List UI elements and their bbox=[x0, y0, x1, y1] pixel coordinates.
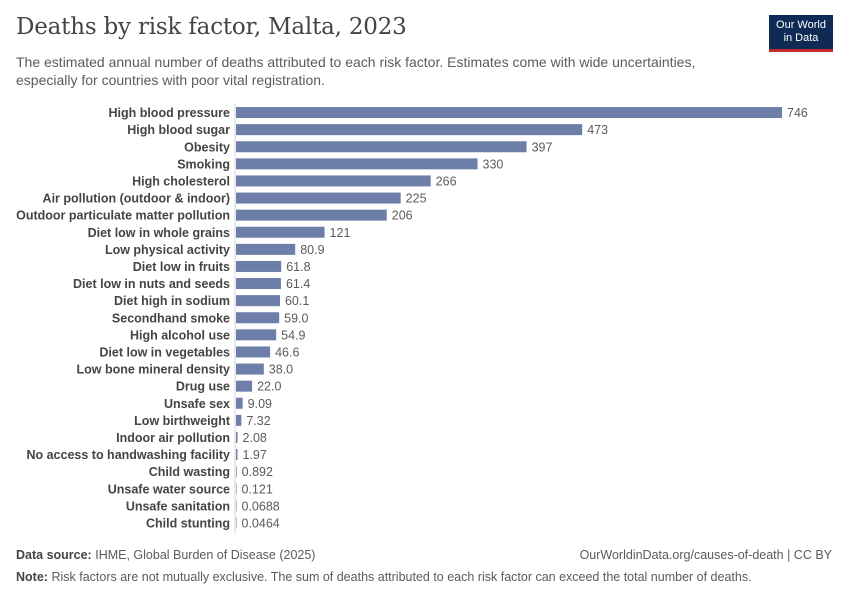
chart-subtitle: The estimated annual number of deaths at… bbox=[16, 54, 696, 88]
category-label-diet-high-in-sodium: Diet high in sodium bbox=[114, 294, 230, 308]
category-label-child-wasting: Child wasting bbox=[149, 465, 230, 479]
bar-diet-low-in-fruits[interactable] bbox=[236, 260, 282, 272]
value-label-child-stunting: 0.0464 bbox=[242, 516, 280, 530]
value-label-low-bone-mineral-density: 38.0 bbox=[269, 363, 293, 377]
value-label-air-pollution-outdoor-indoor: 225 bbox=[406, 192, 427, 206]
bar-air-pollution-outdoor-indoor[interactable] bbox=[236, 192, 401, 204]
bar-child-stunting[interactable] bbox=[236, 517, 237, 529]
value-label-outdoor-particulate-matter-pollution: 206 bbox=[392, 209, 413, 223]
logo-line-1: Our World bbox=[776, 19, 826, 31]
category-label-obesity: Obesity bbox=[184, 140, 230, 154]
category-label-high-blood-sugar: High blood sugar bbox=[127, 123, 230, 137]
value-label-no-access-to-handwashing-facility: 1.97 bbox=[242, 448, 266, 462]
category-label-high-alcohol-use: High alcohol use bbox=[130, 328, 230, 342]
category-label-unsafe-sanitation: Unsafe sanitation bbox=[126, 499, 230, 513]
bar-unsafe-water-source[interactable] bbox=[236, 483, 237, 495]
category-label-diet-low-in-nuts-and-seeds: Diet low in nuts and seeds bbox=[73, 277, 230, 291]
category-label-diet-low-in-vegetables: Diet low in vegetables bbox=[99, 345, 230, 359]
value-label-diet-low-in-nuts-and-seeds: 61.4 bbox=[286, 277, 310, 291]
value-label-diet-low-in-vegetables: 46.6 bbox=[275, 345, 299, 359]
owid-logo[interactable]: Our World in Data bbox=[769, 15, 833, 52]
bar-diet-low-in-vegetables[interactable] bbox=[236, 346, 271, 358]
value-label-secondhand-smoke: 59.0 bbox=[284, 311, 308, 325]
category-label-indoor-air-pollution: Indoor air pollution bbox=[116, 431, 230, 445]
bar-high-cholesterol[interactable] bbox=[236, 175, 431, 187]
bar-child-wasting[interactable] bbox=[236, 466, 237, 478]
bar-indoor-air-pollution[interactable] bbox=[236, 431, 238, 443]
category-label-child-stunting: Child stunting bbox=[146, 516, 230, 530]
category-label-low-bone-mineral-density: Low bone mineral density bbox=[77, 363, 231, 377]
bar-high-blood-sugar[interactable] bbox=[236, 124, 583, 136]
note-label: Note: bbox=[16, 570, 48, 584]
category-label-no-access-to-handwashing-facility: No access to handwashing facility bbox=[26, 448, 230, 462]
logo-line-2: in Data bbox=[783, 32, 819, 44]
category-label-air-pollution-outdoor-indoor: Air pollution (outdoor & indoor) bbox=[43, 192, 230, 206]
bar-unsafe-sex[interactable] bbox=[236, 397, 243, 409]
value-label-diet-low-in-whole-grains: 121 bbox=[330, 226, 351, 240]
source-url[interactable]: OurWorldinData.org/causes-of-death | CC … bbox=[579, 548, 832, 562]
value-label-smoking: 330 bbox=[483, 157, 504, 171]
category-label-drug-use: Drug use bbox=[176, 380, 230, 394]
category-label-unsafe-water-source: Unsafe water source bbox=[108, 482, 230, 496]
value-label-low-physical-activity: 80.9 bbox=[300, 243, 324, 257]
value-label-high-alcohol-use: 54.9 bbox=[281, 328, 305, 342]
chart-note: Note: Risk factors are not mutually excl… bbox=[16, 570, 752, 584]
value-label-high-blood-sugar: 473 bbox=[587, 123, 608, 137]
bar-diet-low-in-whole-grains[interactable] bbox=[236, 226, 325, 238]
category-label-outdoor-particulate-matter-pollution: Outdoor particulate matter pollution bbox=[16, 209, 230, 223]
bar-diet-high-in-sodium[interactable] bbox=[236, 295, 280, 307]
category-label-high-cholesterol: High cholesterol bbox=[132, 174, 230, 188]
bar-chart: High blood pressure 746 High blood sugar 47… bbox=[16, 104, 808, 534]
bar-low-bone-mineral-density[interactable] bbox=[236, 363, 264, 375]
value-label-diet-low-in-fruits: 61.8 bbox=[286, 260, 310, 274]
value-label-child-wasting: 0.892 bbox=[242, 465, 273, 479]
value-label-unsafe-water-source: 0.121 bbox=[242, 482, 273, 496]
bar-no-access-to-handwashing-facility[interactable] bbox=[236, 449, 238, 461]
bar-diet-low-in-nuts-and-seeds[interactable] bbox=[236, 278, 281, 290]
category-label-high-blood-pressure: High blood pressure bbox=[108, 106, 230, 120]
category-label-secondhand-smoke: Secondhand smoke bbox=[112, 311, 230, 325]
value-label-indoor-air-pollution: 2.08 bbox=[243, 431, 267, 445]
bar-low-birthweight[interactable] bbox=[236, 414, 242, 426]
value-label-obesity: 397 bbox=[532, 140, 553, 154]
bar-unsafe-sanitation[interactable] bbox=[236, 500, 237, 512]
category-label-unsafe-sex: Unsafe sex bbox=[164, 397, 230, 411]
value-label-high-cholesterol: 266 bbox=[436, 174, 457, 188]
value-label-unsafe-sex: 9.09 bbox=[248, 397, 272, 411]
data-source: Data source: IHME, Global Burden of Dise… bbox=[16, 548, 315, 562]
value-label-drug-use: 22.0 bbox=[257, 380, 281, 394]
data-source-text[interactable]: IHME, Global Burden of Disease (2025) bbox=[95, 548, 316, 562]
bar-secondhand-smoke[interactable] bbox=[236, 312, 280, 324]
category-label-smoking: Smoking bbox=[177, 157, 230, 171]
bar-high-blood-pressure[interactable] bbox=[236, 107, 782, 119]
value-label-high-blood-pressure: 746 bbox=[787, 106, 808, 120]
bar-smoking[interactable] bbox=[236, 158, 478, 170]
category-label-low-physical-activity: Low physical activity bbox=[105, 243, 230, 257]
note-text: Risk factors are not mutually exclusive.… bbox=[51, 570, 752, 584]
category-label-diet-low-in-fruits: Diet low in fruits bbox=[133, 260, 230, 274]
value-label-unsafe-sanitation: 0.0688 bbox=[242, 499, 280, 513]
category-label-low-birthweight: Low birthweight bbox=[134, 414, 231, 428]
bar-obesity[interactable] bbox=[236, 141, 527, 153]
chart-title: Deaths by risk factor, Malta, 2023 bbox=[16, 14, 407, 40]
bar-low-physical-activity[interactable] bbox=[236, 243, 296, 255]
bar-outdoor-particulate-matter-pollution[interactable] bbox=[236, 209, 387, 221]
value-label-diet-high-in-sodium: 60.1 bbox=[285, 294, 309, 308]
bar-drug-use[interactable] bbox=[236, 380, 253, 392]
data-source-label: Data source: bbox=[16, 548, 92, 562]
bar-high-alcohol-use[interactable] bbox=[236, 329, 277, 341]
value-label-low-birthweight: 7.32 bbox=[246, 414, 270, 428]
category-label-diet-low-in-whole-grains: Diet low in whole grains bbox=[88, 226, 230, 240]
